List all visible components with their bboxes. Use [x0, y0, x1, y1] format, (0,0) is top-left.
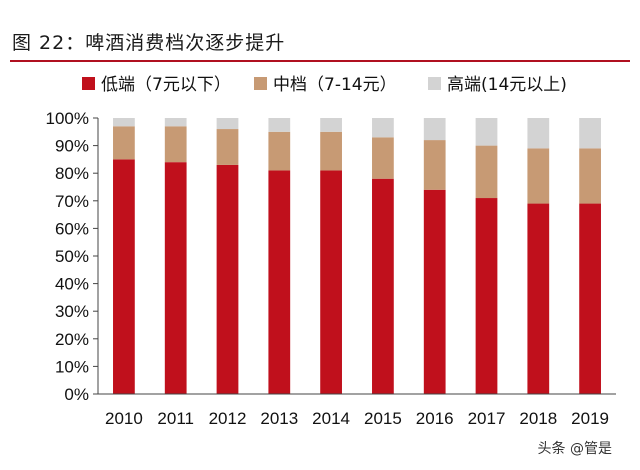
y-tick-label: 40%	[55, 275, 89, 294]
watermark: 头条 @管是	[537, 441, 612, 457]
bar-segment	[475, 145, 498, 199]
bar-segment	[320, 170, 342, 394]
y-tick-label: 30%	[55, 302, 89, 321]
title-rule	[10, 60, 630, 62]
bar-segment	[268, 118, 291, 132]
x-tick-label: 2015	[364, 409, 402, 428]
bar-segment	[216, 118, 239, 130]
bar-segment	[113, 159, 135, 394]
bar-segment	[475, 118, 498, 146]
bar-segment	[527, 203, 550, 394]
y-tick-label: 50%	[55, 247, 89, 266]
bar-segment	[423, 189, 446, 394]
legend-label: 高端(14元以上)	[447, 75, 567, 95]
x-tick-label: 2014	[312, 409, 350, 428]
bars	[113, 118, 601, 394]
bar-segment	[216, 129, 239, 165]
bar-segment	[527, 148, 550, 204]
bar-segment	[164, 118, 187, 127]
bar-segment	[579, 203, 601, 394]
bar-segment	[113, 118, 135, 127]
bar-segment	[579, 118, 601, 149]
bar-segment	[216, 164, 239, 394]
bar-segment	[372, 118, 394, 138]
x-tick-label: 2013	[260, 409, 298, 428]
bar-segment	[268, 170, 291, 394]
legend: 低端（7元以下） 中档（7-14元） 高端(14元以上)	[82, 75, 567, 95]
y-tick-label: 80%	[55, 164, 89, 183]
x-tick-label: 2012	[209, 409, 247, 428]
y-tick-label: 0%	[64, 385, 89, 404]
bar-segment	[579, 148, 601, 204]
bar-segment	[113, 126, 135, 160]
y-tick-label: 70%	[55, 192, 89, 211]
y-axis: 0% 10% 20% 30% 40% 50% 60% 70% 80% 90% 100%	[46, 109, 99, 404]
x-tick-label: 2019	[571, 409, 609, 428]
x-tick-label: 2018	[519, 409, 557, 428]
bar-segment	[164, 162, 187, 394]
x-tick-label: 2017	[468, 409, 506, 428]
y-tick-label: 100%	[46, 109, 89, 128]
bar-segment	[268, 131, 291, 171]
legend-label: 低端（7元以下）	[101, 75, 231, 95]
bar-segment	[320, 118, 342, 132]
chart-title: 图 22：啤酒消费档次逐步提升	[12, 32, 286, 54]
x-axis: 2010 2011 2012 2013 2014 2015 2016 2017 2018 2019	[98, 393, 616, 428]
bar-segment	[164, 126, 187, 163]
x-tick-label: 2010	[105, 409, 143, 428]
legend-label: 中档（7-14元）	[273, 75, 397, 95]
bar-segment	[475, 198, 498, 394]
legend-swatch	[254, 77, 267, 90]
bar-segment	[372, 178, 394, 394]
y-tick-label: 60%	[55, 219, 89, 238]
legend-swatch	[82, 77, 95, 90]
bar-segment	[527, 118, 550, 149]
bar-segment	[320, 131, 342, 171]
bar-segment	[423, 118, 446, 141]
x-tick-label: 2016	[416, 409, 454, 428]
bar-segment	[423, 140, 446, 190]
legend-swatch	[428, 77, 441, 90]
y-tick-label: 10%	[55, 357, 89, 376]
bar-segment	[372, 137, 394, 179]
y-tick-label: 90%	[55, 137, 89, 156]
x-tick-label: 2011	[157, 409, 194, 428]
y-tick-label: 20%	[55, 330, 89, 349]
